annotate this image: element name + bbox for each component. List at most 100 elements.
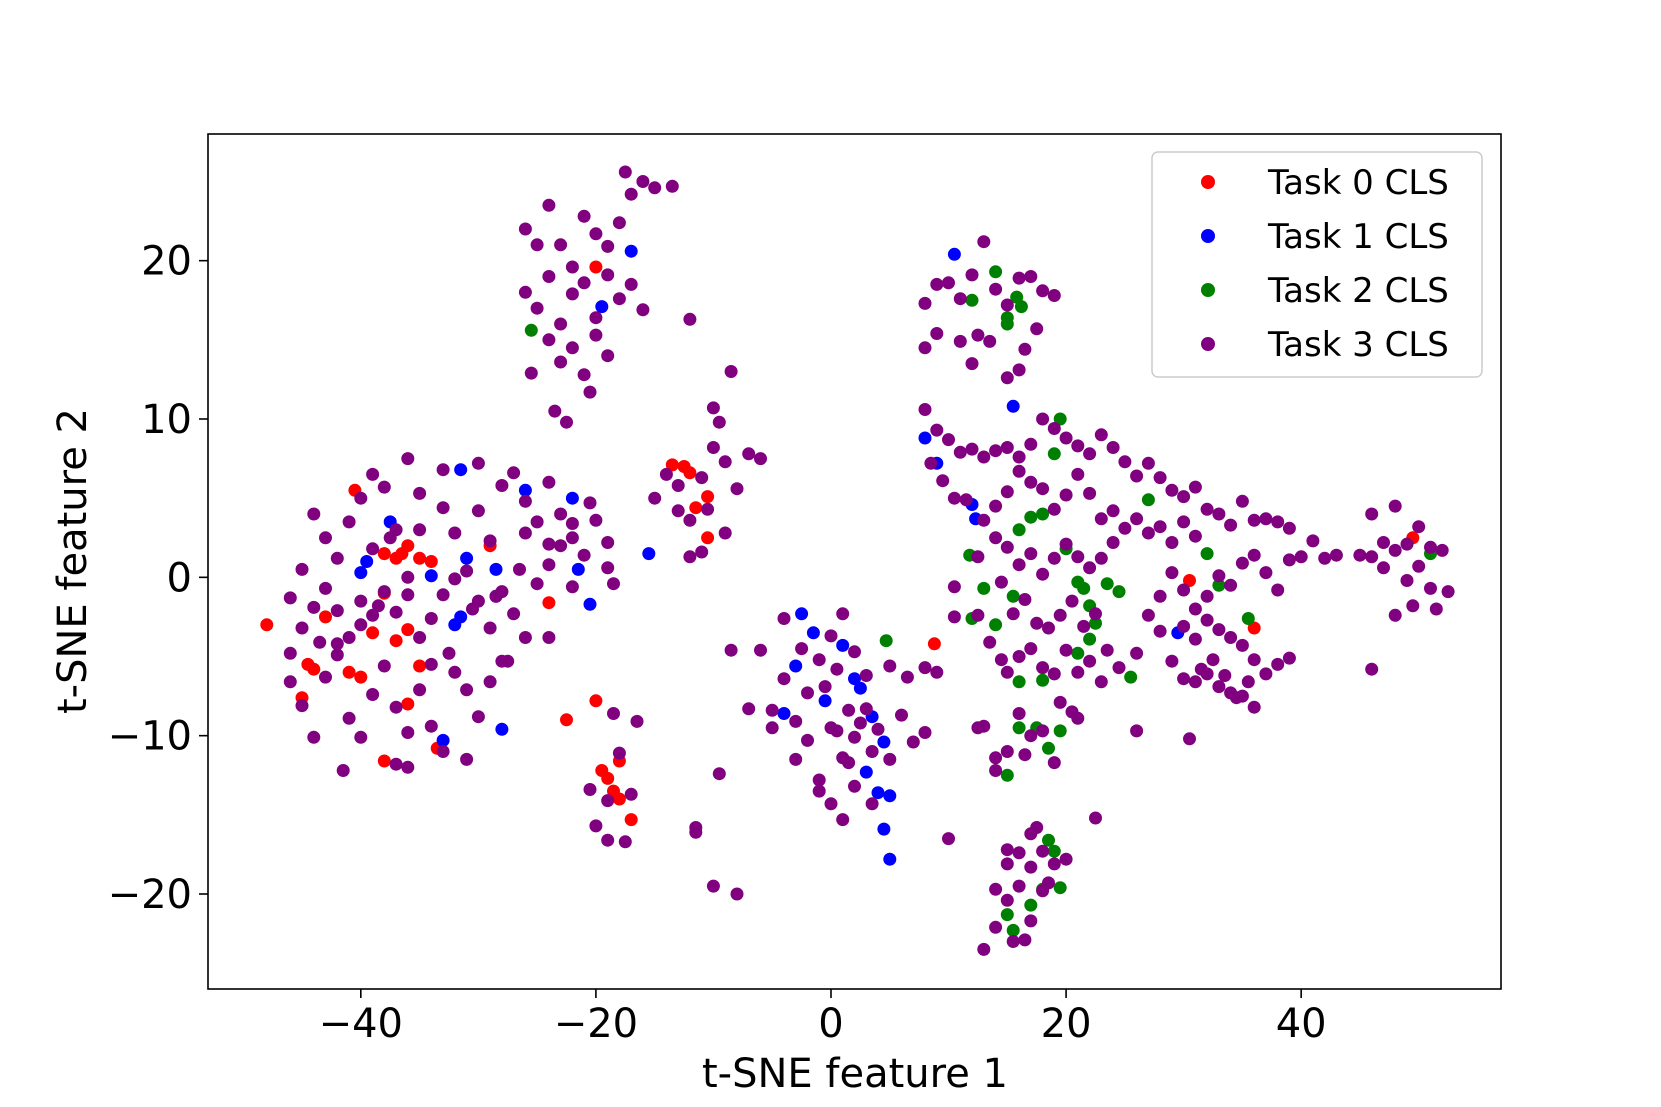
data-point — [383, 531, 397, 545]
data-point — [589, 227, 603, 241]
data-point — [1053, 724, 1067, 738]
legend-items: Task 0 CLS Task 1 CLS Task 2 CLS Task 3 CLS — [1201, 163, 1449, 365]
data-point — [712, 767, 726, 781]
data-point — [683, 550, 697, 564]
data-point — [927, 637, 941, 651]
data-point — [1188, 602, 1202, 616]
data-point — [507, 466, 521, 480]
data-point — [930, 327, 944, 340]
data-point — [1365, 550, 1379, 564]
data-point — [1024, 547, 1038, 561]
data-point — [601, 349, 615, 363]
data-point — [618, 835, 632, 849]
data-point — [1212, 578, 1226, 592]
data-point — [589, 260, 603, 274]
data-point — [1042, 876, 1055, 890]
data-point — [1077, 581, 1091, 595]
data-point — [1177, 490, 1191, 504]
data-point — [513, 562, 526, 576]
data-point — [518, 631, 532, 644]
data-point — [983, 334, 997, 348]
data-point — [1218, 669, 1232, 682]
data-point — [1024, 914, 1038, 928]
data-point — [1329, 548, 1343, 562]
legend-label: Task 2 CLS — [1267, 271, 1449, 311]
data-point — [965, 357, 979, 371]
data-point — [1377, 536, 1390, 549]
data-point — [947, 491, 961, 505]
data-point — [1259, 566, 1273, 580]
data-point — [1094, 551, 1108, 565]
data-point — [377, 547, 391, 561]
data-point — [1047, 756, 1061, 770]
data-point — [366, 608, 380, 622]
data-point — [483, 534, 497, 548]
data-point — [1100, 643, 1114, 657]
series-3 — [283, 165, 1455, 956]
data-point — [401, 623, 415, 637]
x-axis-ticks: −40 −20 0 20 40 — [319, 989, 1327, 1047]
data-point — [330, 637, 344, 651]
data-point — [1000, 665, 1014, 679]
data-point — [1024, 898, 1038, 912]
data-point — [1083, 447, 1097, 461]
data-point — [1282, 553, 1296, 567]
data-point — [971, 721, 985, 735]
data-point — [818, 694, 832, 708]
data-point — [1000, 843, 1014, 857]
data-point — [518, 285, 532, 299]
data-point — [413, 486, 427, 500]
data-point — [307, 600, 321, 614]
data-point — [1000, 317, 1014, 331]
data-point — [859, 669, 873, 682]
data-point — [989, 882, 1003, 896]
data-point — [1036, 507, 1050, 521]
data-point — [742, 447, 756, 461]
data-point — [1412, 520, 1426, 534]
data-point — [701, 531, 715, 545]
data-point — [1259, 512, 1273, 526]
data-point — [471, 710, 485, 724]
data-point — [1024, 437, 1038, 451]
data-point — [483, 675, 497, 689]
data-point — [648, 181, 662, 195]
data-point — [1271, 657, 1285, 671]
data-point — [612, 746, 626, 760]
data-point — [1000, 745, 1014, 758]
data-point — [824, 797, 838, 811]
data-point — [877, 822, 891, 836]
data-point — [1071, 711, 1085, 725]
data-point — [812, 784, 826, 798]
data-point — [1012, 675, 1026, 689]
data-point — [1112, 661, 1126, 675]
data-point — [283, 675, 297, 689]
data-point — [565, 260, 579, 274]
legend-marker — [1201, 229, 1215, 243]
data-point — [883, 752, 897, 766]
data-point — [883, 852, 897, 866]
data-point — [283, 591, 297, 605]
data-point — [830, 662, 844, 676]
data-point — [853, 681, 867, 695]
data-point — [319, 581, 332, 595]
data-point — [1006, 607, 1020, 621]
data-point — [1036, 673, 1050, 687]
data-point — [342, 711, 356, 725]
data-point — [1106, 441, 1120, 454]
data-point — [989, 618, 1003, 632]
data-point — [560, 713, 573, 727]
data-point — [1124, 670, 1138, 684]
data-point — [730, 482, 744, 496]
data-point — [601, 239, 615, 253]
data-point — [1036, 284, 1050, 298]
data-point — [530, 238, 544, 252]
data-point — [1118, 521, 1132, 535]
data-point — [754, 452, 767, 466]
data-point — [865, 745, 879, 758]
data-point — [548, 404, 562, 418]
data-point — [565, 287, 579, 301]
data-point — [1130, 512, 1144, 526]
data-point — [1094, 675, 1108, 689]
data-point — [994, 653, 1008, 667]
